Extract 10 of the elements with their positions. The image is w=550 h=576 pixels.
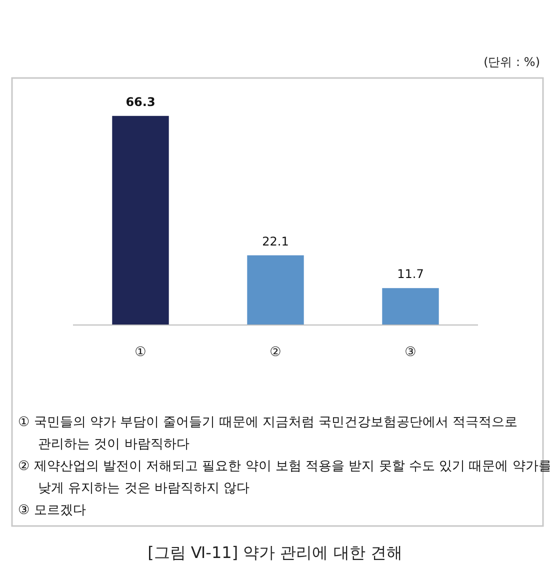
data-label: 66.3 [126, 94, 156, 109]
text: (단위 : %) [484, 55, 540, 69]
text: [그림 Ⅵ-11] 약가 관리에 대한 견해 [148, 543, 402, 562]
data-label: 11.7 [397, 267, 424, 282]
x-tick-label: ① [134, 345, 146, 360]
text: ③ 모르겠다 [18, 502, 87, 520]
x-tick-label: ③ [404, 345, 416, 360]
data-label: 22.1 [262, 234, 289, 248]
x-tick-label: ② [270, 345, 282, 360]
text: ① 국민들의 약가 부담이 줄어들기 때문에 지금처럼 국민건강보험공단에서 적극적으로 관리하는 것이 바람직하다 [18, 414, 519, 454]
